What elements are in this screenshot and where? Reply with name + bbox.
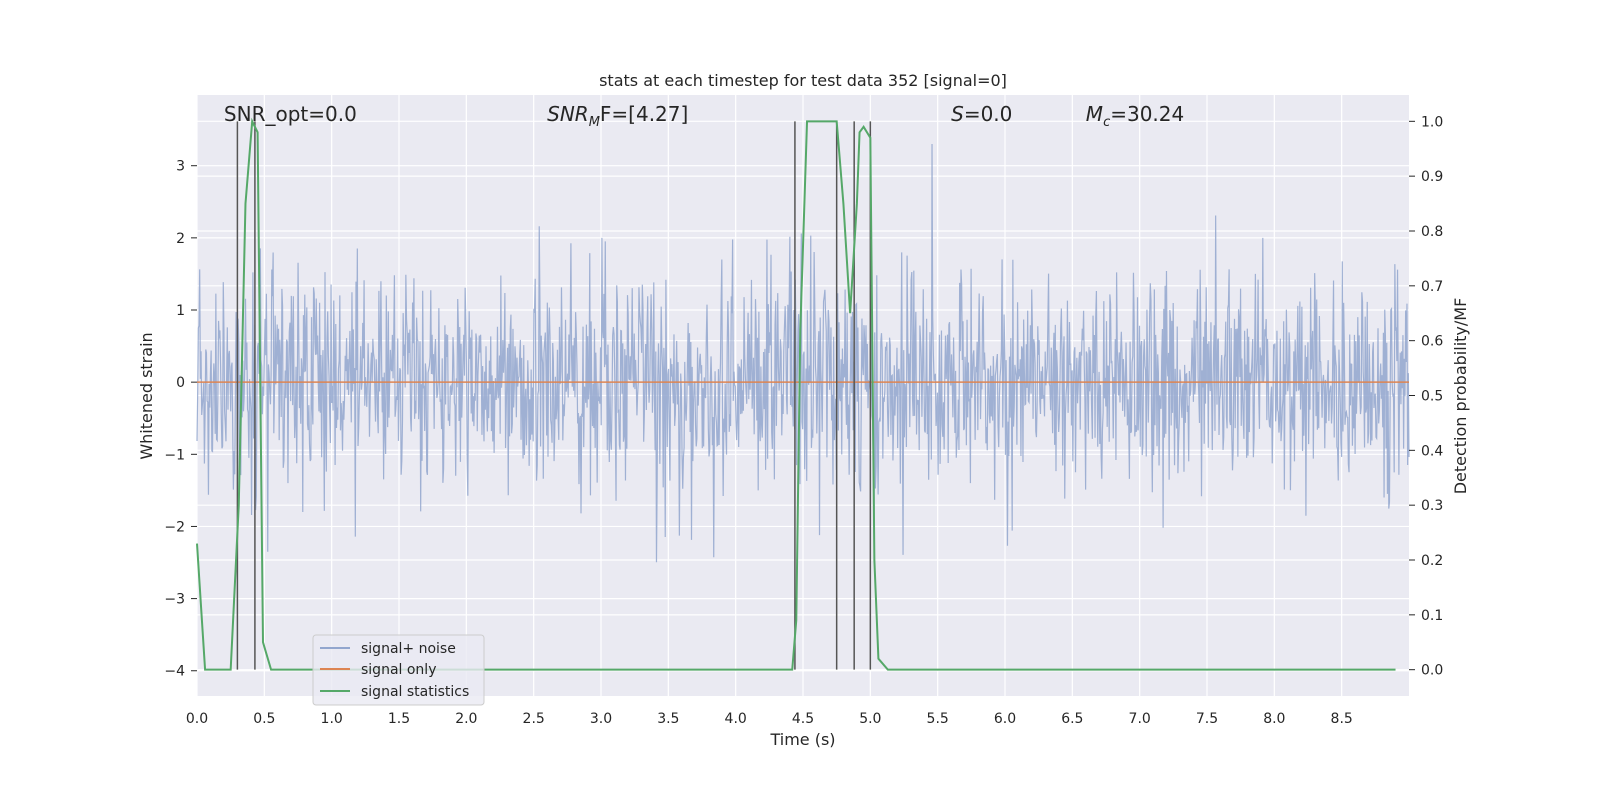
x-tick-label-14: 7.0 xyxy=(1129,711,1151,727)
x-tick-label-3: 1.5 xyxy=(388,711,410,727)
y-tick-right-label-5: 0.5 xyxy=(1421,389,1443,405)
x-tick-label-4: 2.0 xyxy=(455,711,477,727)
x-tick-label-15: 7.5 xyxy=(1196,711,1218,727)
x-tick-label-11: 5.5 xyxy=(927,711,949,727)
legend-label-statistics: signal statistics xyxy=(361,684,469,700)
y-tick-right-label-1: 0.1 xyxy=(1421,608,1443,624)
annotation-mc-value: Mc=30.24 xyxy=(1086,102,1184,130)
y-tick-right-label-8: 0.8 xyxy=(1421,224,1443,240)
x-tick-label-16: 8.0 xyxy=(1263,711,1285,727)
x-tick-label-8: 4.0 xyxy=(725,711,747,727)
y-tick-right-label-6: 0.6 xyxy=(1421,334,1443,350)
y-tick-right-label-2: 0.2 xyxy=(1421,553,1443,569)
y-axis-left-ticks: −4 −3 −2 −1 0 1 2 3 xyxy=(164,159,197,680)
annotation-s-value: S=0.0 xyxy=(951,102,1012,126)
y-tick-left-label-6: 2 xyxy=(176,231,185,247)
y-tick-right-label-10: 1.0 xyxy=(1421,114,1443,130)
x-tick-label-2: 1.0 xyxy=(321,711,343,727)
x-axis-label: Time (s) xyxy=(769,730,835,749)
vertical-markers xyxy=(236,121,872,670)
legend: signal+ noise signal only signal statist… xyxy=(312,634,485,706)
y-tick-right-label-3: 0.3 xyxy=(1421,498,1443,514)
noise-trace xyxy=(196,143,1410,563)
x-tick-label-7: 3.5 xyxy=(657,711,679,727)
y-tick-left-label-5: 1 xyxy=(176,303,185,319)
y-tick-left-label-7: 3 xyxy=(176,159,185,175)
x-axis-ticks: 0.0 0.5 1.0 1.5 2.0 2.5 3.0 3.5 4.0 4.5 5.0 5.5 6.0 6… xyxy=(186,711,1353,727)
y-tick-right-label-9: 0.9 xyxy=(1421,169,1443,185)
y-tick-left-label-2: −2 xyxy=(164,519,185,535)
y-tick-left-label-4: 0 xyxy=(176,375,185,391)
legend-box xyxy=(312,634,485,706)
y-axis-right-ticks: 0.0 0.1 0.2 0.3 0.4 0.5 0.6 0.7 0.8 0.9 1.0 xyxy=(1409,114,1443,679)
annotations: SNR_opt=0.0 SNRMF=[4.27] S=0.0 Mc=30.24 xyxy=(224,102,1184,130)
x-tick-label-13: 6.5 xyxy=(1061,711,1083,727)
x-tick-label-10: 5.0 xyxy=(859,711,881,727)
y-tick-right-label-0: 0.0 xyxy=(1421,663,1443,679)
x-tick-label-1: 0.5 xyxy=(253,711,275,727)
x-tick-label-6: 3.0 xyxy=(590,711,612,727)
y-tick-right-label-7: 0.7 xyxy=(1421,279,1443,295)
x-tick-label-9: 4.5 xyxy=(792,711,814,727)
x-tick-label-5: 2.5 xyxy=(523,711,545,727)
series-signal-statistics xyxy=(196,117,1396,671)
y-axis-right-label: Detection probability/MF xyxy=(1451,298,1470,495)
annotation-snr-opt: SNR_opt=0.0 xyxy=(224,102,357,126)
x-tick-label-17: 8.5 xyxy=(1331,711,1353,727)
legend-label-signal-only: signal only xyxy=(361,662,436,678)
y-tick-left-label-3: −1 xyxy=(164,447,185,463)
y-tick-left-label-1: −3 xyxy=(164,592,185,608)
x-tick-label-0: 0.0 xyxy=(186,711,208,727)
legend-label-noise: signal+ noise xyxy=(361,641,456,657)
y-tick-left-label-0: −4 xyxy=(164,664,185,680)
series-signal-plus-noise xyxy=(196,143,1410,563)
y-axis-left-label: Whitened strain xyxy=(137,332,156,459)
y-tick-right-label-4: 0.4 xyxy=(1421,443,1443,459)
x-tick-label-12: 6.0 xyxy=(994,711,1016,727)
chart-title: stats at each timestep for test data 352… xyxy=(599,71,1007,90)
annotation-snr-mf: SNRMF=[4.27] xyxy=(547,102,688,130)
